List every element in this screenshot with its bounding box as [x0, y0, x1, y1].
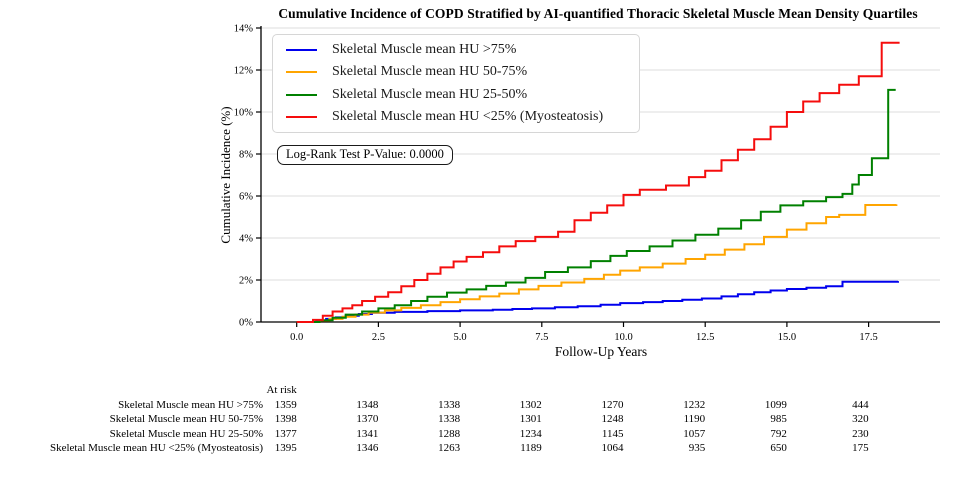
legend-label: Skeletal Muscle mean HU 25-50%	[332, 86, 528, 102]
at-risk-count: 1370	[356, 413, 379, 426]
at-risk-count: 1248	[601, 413, 624, 426]
at-risk-count: 1395	[274, 442, 297, 455]
at-risk-count: 792	[770, 427, 787, 440]
at-risk-count: 230	[852, 427, 869, 440]
y-tick-label: 8%	[239, 150, 253, 161]
at-risk-count: 650	[770, 442, 787, 455]
at-risk-count: 1348	[356, 398, 379, 411]
at-risk-count: 1099	[764, 398, 787, 411]
legend-line-sample	[286, 93, 317, 96]
x-axis-label: Follow-Up Years	[554, 344, 648, 359]
x-tick-label: 15.0	[778, 332, 796, 343]
y-tick-label: 0%	[239, 318, 253, 329]
at-risk-count: 985	[770, 413, 787, 426]
at-risk-count: 444	[852, 398, 869, 411]
legend-label: Skeletal Muscle mean HU <25% (Myosteatos…	[332, 108, 604, 124]
y-tick-label: 4%	[239, 234, 253, 245]
at-risk-count: 1346	[356, 442, 379, 455]
at-risk-count: 1263	[438, 442, 461, 455]
legend: Skeletal Muscle mean HU >75% Skeletal Mus…	[272, 34, 640, 133]
at-risk-count: 1338	[438, 398, 461, 411]
at-risk-count: 1234	[519, 427, 542, 440]
at-risk-count: 1302	[519, 398, 542, 411]
at-risk-count: 1057	[683, 427, 706, 440]
x-tick-label: 17.5	[859, 332, 877, 343]
y-tick-label: 10%	[234, 108, 254, 119]
legend-entry: Skeletal Muscle mean HU <25% (Myosteatos…	[273, 109, 639, 125]
x-tick-label: 10.0	[614, 332, 632, 343]
curve-skeletal-muscle-mean-hu-25-myosteatosis-	[296, 41, 900, 323]
at-risk-count: 320	[852, 413, 869, 426]
at-risk-count: 1301	[519, 413, 542, 426]
x-tick-label: 12.5	[696, 332, 714, 343]
curve-skeletal-muscle-mean-hu-50-75-	[296, 204, 898, 323]
legend-entry: Skeletal Muscle mean HU >75%	[273, 42, 639, 58]
y-tick-label: 14%	[234, 24, 254, 35]
x-tick-label: 0.0	[290, 332, 303, 343]
legend-line-sample	[286, 71, 317, 74]
at-risk-row-label: Skeletal Muscle mean HU 25-50%	[109, 427, 263, 440]
at-risk-count: 1064	[601, 442, 624, 455]
y-tick-label: 6%	[239, 192, 253, 203]
x-tick-label: 5.0	[454, 332, 467, 343]
at-risk-count: 935	[688, 442, 706, 455]
y-tick-label: 2%	[239, 276, 253, 287]
chart-title: Cumulative Incidence of COPD Stratified …	[278, 6, 918, 21]
at-risk-count: 1338	[438, 413, 461, 426]
at-risk-header: At risk	[266, 384, 297, 396]
at-risk-count: 1359	[274, 398, 297, 411]
plot-area: 0% 2% 4% 6% 8% 10% 12% 14% 0.0 2.5 5.0 7.5 10.0 12.5 1…	[234, 24, 940, 343]
at-risk-count: 1145	[601, 427, 624, 440]
at-risk-count: 1377	[274, 427, 297, 440]
legend-line-sample	[286, 49, 317, 52]
y-tick-label: 12%	[234, 66, 254, 77]
at-risk-count: 1288	[438, 427, 461, 440]
legend-line-sample	[286, 115, 317, 118]
x-tick-label: 7.5	[535, 332, 548, 343]
at-risk-row-label: Skeletal Muscle mean HU >75%	[118, 398, 263, 411]
curve-skeletal-muscle-mean-hu-25-50-	[296, 88, 896, 323]
legend-label: Skeletal Muscle mean HU >75%	[332, 42, 517, 58]
x-tick-label: 2.5	[372, 332, 385, 343]
at-risk-count: 1270	[601, 398, 624, 411]
legend-label: Skeletal Muscle mean HU 50-75%	[332, 64, 528, 80]
at-risk-count: 1341	[356, 427, 379, 440]
legend-entry: Skeletal Muscle mean HU 25-50%	[273, 87, 639, 103]
at-risk-row-label: Skeletal Muscle mean HU <25% (Myosteatos…	[49, 442, 263, 455]
at-risk-count: 1189	[520, 442, 542, 455]
at-risk-count: 175	[852, 442, 869, 455]
at-risk-count: 1190	[683, 413, 706, 426]
log-rank-pvalue-box: Log-Rank Test P-Value: 0.0000	[277, 145, 453, 165]
at-risk-count: 1232	[683, 398, 706, 411]
at-risk-row-label: Skeletal Muscle mean HU 50-75%	[109, 413, 263, 426]
legend-entry: Skeletal Muscle mean HU 50-75%	[273, 64, 639, 80]
at-risk-count: 1398	[274, 413, 297, 426]
